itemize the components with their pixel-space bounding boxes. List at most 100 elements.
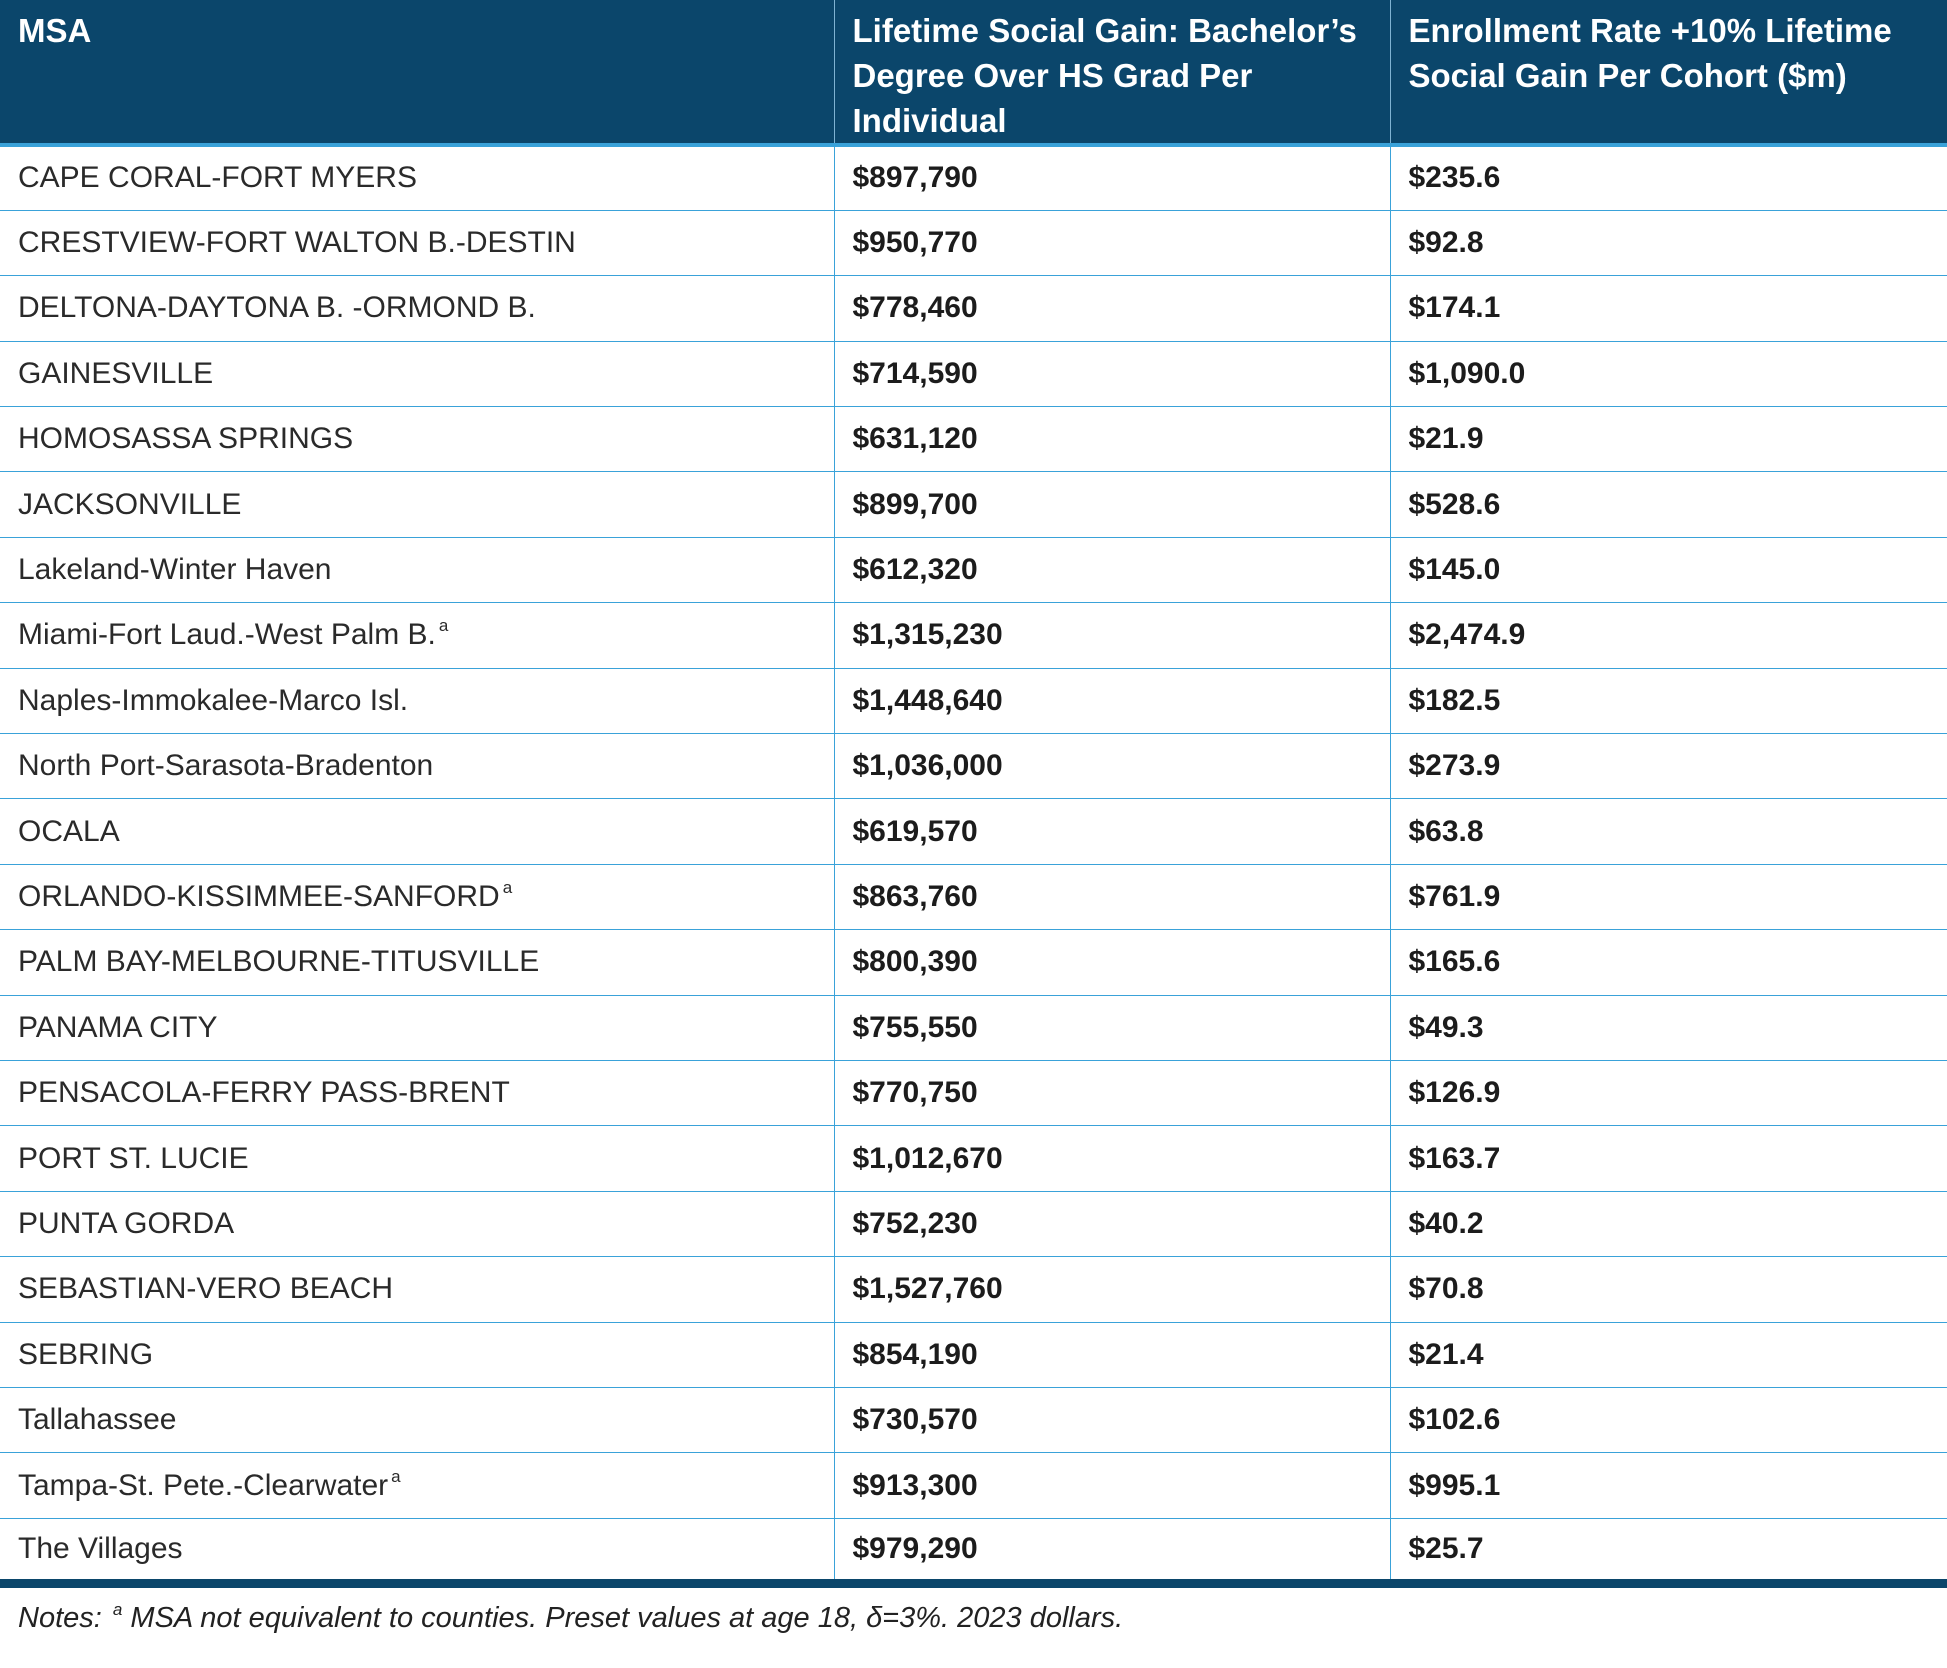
cohort-gain-cell: $21.9 [1389,406,1947,472]
cohort-gain-cell: $126.9 [1389,1059,1947,1126]
individual-gain-cell: $730,570 [833,1386,1390,1453]
msa-cell: ORLANDO-KISSIMMEE-SANFORD a [0,863,834,930]
cohort-gain-cell: $995.1 [1389,1452,1947,1519]
cohort-gain-cell: $92.8 [1389,209,1947,276]
cohort-gain-cell: $163.7 [1389,1125,1947,1192]
msa-name: PANAMA CITY [18,1010,218,1044]
cohort-gain-cell: $145.0 [1389,536,1947,603]
cohort-gain-cell: $63.8 [1389,798,1947,865]
msa-name: SEBRING [18,1337,154,1371]
cohort-gain-cell: $40.2 [1389,1190,1947,1257]
table-row: PUNTA GORDA $752,230 $40.2 [0,1190,1947,1257]
individual-gain-cell: $800,390 [833,929,1390,996]
individual-gain-cell: $619,570 [833,798,1390,865]
header-msa: MSA [0,0,834,145]
msa-name: HOMOSASSA SPRINGS [18,422,354,456]
cohort-gain-cell: $273.9 [1389,733,1947,799]
msa-name: CAPE CORAL-FORT MYERS [18,161,417,195]
msa-name: Naples-Immokalee-Marco Isl. [18,683,409,717]
table-row: OCALA $619,570 $63.8 [0,798,1947,865]
table-row: ORLANDO-KISSIMMEE-SANFORD a $863,760 $761.9 [0,863,1947,930]
table-row: The Villages $979,290 $25.7 [0,1517,1947,1589]
footnote-marker: a [438,616,449,636]
individual-gain-cell: $863,760 [833,863,1390,930]
msa-cell: SEBASTIAN-VERO BEACH [0,1256,834,1323]
individual-gain-cell: $854,190 [833,1321,1390,1388]
msa-name: JACKSONVILLE [18,487,242,521]
table-row: Miami-Fort Laud.-West Palm B. a $1,315,230… [0,602,1947,669]
cohort-gain-cell: $70.8 [1389,1256,1947,1323]
cohort-gain-cell: $25.7 [1389,1517,1947,1589]
msa-cell: JACKSONVILLE [0,471,834,538]
msa-cell: CRESTVIEW-FORT WALTON B.-DESTIN [0,209,834,276]
msa-name: PENSACOLA-FERRY PASS-BRENT [18,1076,510,1110]
msa-name: OCALA [18,814,120,848]
msa-name: Tampa-St. Pete.-Clearwater [18,1468,389,1502]
individual-gain-cell: $752,230 [833,1190,1390,1257]
table-row: Naples-Immokalee-Marco Isl. $1,448,640 $18… [0,667,1947,734]
cohort-gain-cell: $21.4 [1389,1321,1947,1388]
cohort-gain-cell: $761.9 [1389,863,1947,930]
msa-name: North Port-Sarasota-Bradenton [18,749,434,783]
msa-cell: Lakeland-Winter Haven [0,536,834,603]
msa-cell: Tallahassee [0,1386,834,1453]
msa-name: PORT ST. LUCIE [18,1141,249,1175]
msa-name: SEBASTIAN-VERO BEACH [18,1272,394,1306]
msa-name: Miami-Fort Laud.-West Palm B. [18,618,436,652]
msa-cell: CAPE CORAL-FORT MYERS [0,144,834,211]
table-row: CRESTVIEW-FORT WALTON B.-DESTIN $950,770 $… [0,209,1947,276]
individual-gain-cell: $714,590 [833,340,1390,407]
msa-cell: GAINESVILLE [0,340,834,407]
msa-cell: PALM BAY-MELBOURNE-TITUSVILLE [0,929,834,996]
header-row: MSA Lifetime Social Gain: Bachelor’s Deg… [0,0,1947,145]
msa-name: CRESTVIEW-FORT WALTON B.-DESTIN [18,226,576,260]
header-individual-gain: Lifetime Social Gain: Bachelor’s Degree … [833,0,1390,145]
table-row: JACKSONVILLE $899,700 $528.6 [0,471,1947,538]
cohort-gain-cell: $165.6 [1389,929,1947,996]
cohort-gain-cell: $1,090.0 [1389,340,1947,407]
table-row: SEBRING $854,190 $21.4 [0,1321,1947,1388]
notes-text: MSA not equivalent to counties. Preset v… [130,1602,1124,1635]
msa-cell: North Port-Sarasota-Bradenton [0,733,834,799]
table-row: PORT ST. LUCIE $1,012,670 $163.7 [0,1125,1947,1192]
msa-cell: PENSACOLA-FERRY PASS-BRENT [0,1059,834,1126]
msa-name: Lakeland-Winter Haven [18,553,332,587]
table-row: PANAMA CITY $755,550 $49.3 [0,994,1947,1061]
msa-cell: Naples-Immokalee-Marco Isl. [0,667,834,734]
individual-gain-cell: $979,290 [833,1517,1390,1589]
individual-gain-cell: $1,448,640 [833,667,1390,734]
individual-gain-cell: $913,300 [833,1452,1390,1519]
individual-gain-cell: $1,527,760 [833,1256,1390,1323]
msa-name: PUNTA GORDA [18,1206,235,1240]
msa-cell: PANAMA CITY [0,994,834,1061]
table-row: HOMOSASSA SPRINGS $631,120 $21.9 [0,406,1947,472]
msa-cell: The Villages [0,1517,834,1589]
table-row: Tampa-St. Pete.-Clearwater a $913,300 $995.… [0,1452,1947,1519]
individual-gain-cell: $1,036,000 [833,733,1390,799]
individual-gain-cell: $899,700 [833,471,1390,538]
table-row: GAINESVILLE $714,590 $1,090.0 [0,340,1947,407]
table-row: North Port-Sarasota-Bradenton $1,036,000 $… [0,733,1947,799]
individual-gain-cell: $778,460 [833,275,1390,342]
table-notes: Notes: a MSA not equivalent to counties.… [0,1588,1947,1649]
msa-name: PALM BAY-MELBOURNE-TITUSVILLE [18,945,540,979]
table-row: PALM BAY-MELBOURNE-TITUSVILLE $800,390 $16… [0,929,1947,996]
msa-name: Tallahassee [18,1403,177,1437]
individual-gain-cell: $1,315,230 [833,602,1390,669]
notes-label: Notes: [18,1602,102,1635]
individual-gain-cell: $755,550 [833,994,1390,1061]
individual-gain-cell: $770,750 [833,1059,1390,1126]
msa-cell: PUNTA GORDA [0,1190,834,1257]
cohort-gain-cell: $174.1 [1389,275,1947,342]
footnote-marker: a [502,877,513,897]
msa-cell: Miami-Fort Laud.-West Palm B. a [0,602,834,669]
header-cohort-gain: Enrollment Rate +10% Lifetime Social Gai… [1389,0,1947,145]
table-row: CAPE CORAL-FORT MYERS $897,790 $235.6 [0,144,1947,211]
individual-gain-cell: $1,012,670 [833,1125,1390,1192]
msa-social-gain-table: MSA Lifetime Social Gain: Bachelor’s Deg… [0,0,1947,1589]
table-row: SEBASTIAN-VERO BEACH $1,527,760 $70.8 [0,1256,1947,1323]
table-row: Tallahassee $730,570 $102.6 [0,1386,1947,1453]
individual-gain-cell: $950,770 [833,209,1390,276]
table-row: DELTONA-DAYTONA B. -ORMOND B. $778,460 $17… [0,275,1947,342]
cohort-gain-cell: $528.6 [1389,471,1947,538]
